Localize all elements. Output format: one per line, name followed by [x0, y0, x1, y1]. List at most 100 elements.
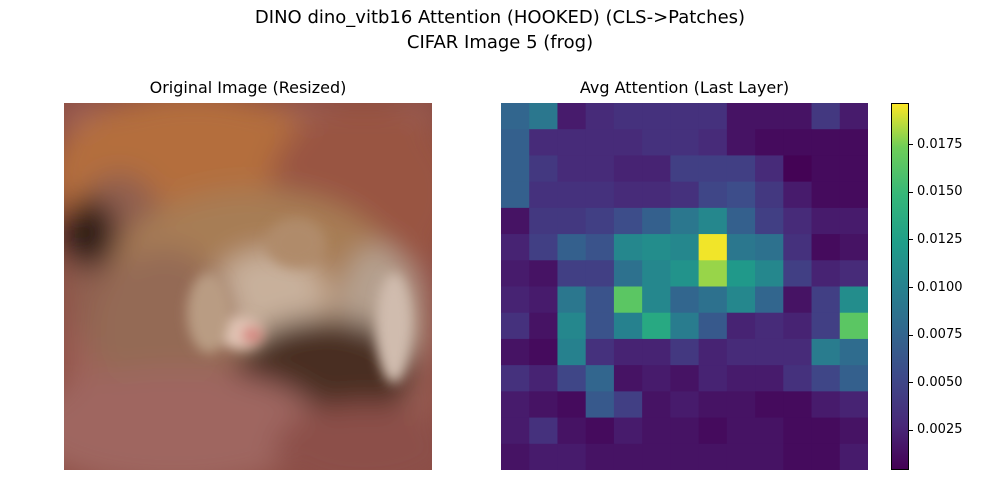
- heatmap-cell: [755, 155, 784, 183]
- heatmap-cell: [811, 103, 841, 130]
- heatmap-cell: [698, 181, 728, 209]
- heatmap-cell: [670, 129, 700, 157]
- heatmap-cell: [642, 103, 671, 130]
- heatmap-cell: [613, 103, 643, 130]
- heatmap-cell: [783, 129, 813, 157]
- heatmap-cell: [783, 417, 813, 445]
- heatmap-cell: [557, 103, 587, 130]
- heatmap-cell: [698, 312, 728, 340]
- heatmap-cell: [642, 312, 671, 340]
- heatmap-cell: [670, 103, 700, 130]
- heatmap-cell: [501, 391, 530, 419]
- heatmap-cell: [557, 338, 587, 366]
- heatmap-cell: [755, 312, 784, 340]
- heatmap-cell: [585, 234, 615, 261]
- heatmap-cell: [726, 365, 756, 392]
- heatmap-cell: [839, 417, 868, 445]
- heatmap-cell: [585, 103, 615, 130]
- heatmap-cell: [529, 260, 559, 288]
- heatmap-cell: [557, 365, 587, 392]
- heatmap-cell: [783, 103, 813, 130]
- colorbar-tick-label: 0.0050: [917, 374, 963, 390]
- colorbar-tick-label: 0.0150: [917, 184, 963, 200]
- heatmap-cell: [613, 391, 643, 419]
- colorbar-tick-label: 0.0100: [917, 279, 963, 295]
- colorbar-tick-mark: [909, 144, 913, 146]
- colorbar-tick-label: 0.0175: [917, 136, 963, 152]
- heatmap-cell: [501, 260, 530, 288]
- heatmap-cell: [670, 338, 700, 366]
- heatmap-cell: [839, 286, 868, 314]
- heatmap-cell: [501, 129, 530, 157]
- heatmap-cell: [755, 260, 784, 288]
- heatmap-cell: [698, 338, 728, 366]
- heatmap-cell: [783, 207, 813, 235]
- heatmap-cell: [557, 207, 587, 235]
- heatmap-cell: [755, 103, 784, 130]
- heatmap-cell: [811, 129, 841, 157]
- heatmap-cell: [670, 234, 700, 261]
- original-frog-image: [64, 103, 432, 470]
- heatmap-cell: [783, 338, 813, 366]
- heatmap-cell: [642, 155, 671, 183]
- colorbar-tick-label: 0.0075: [917, 327, 963, 342]
- heatmap-cell: [613, 312, 643, 340]
- heatmap-cell: [585, 443, 615, 470]
- heatmap-cell: [613, 286, 643, 314]
- heatmap-cell: [839, 103, 868, 130]
- heatmap-cell: [529, 129, 559, 157]
- heatmap-cell: [585, 129, 615, 157]
- heatmap-cell: [529, 234, 559, 261]
- heatmap-cell: [755, 338, 784, 366]
- heatmap-cell: [670, 260, 700, 288]
- heatmap-cell: [755, 365, 784, 392]
- heatmap-cell: [811, 417, 841, 445]
- heatmap-cell: [557, 260, 587, 288]
- heatmap-cell: [783, 365, 813, 392]
- heatmap-cell: [585, 207, 615, 235]
- heatmap-cell: [557, 417, 587, 445]
- heatmap-cell: [726, 155, 756, 183]
- heatmap-cell: [613, 207, 643, 235]
- heatmap-cell: [698, 260, 728, 288]
- heatmap-cell: [501, 155, 530, 183]
- heatmap-cell: [529, 181, 559, 209]
- colorbar-tick-mark: [909, 382, 913, 383]
- heatmap-cell: [726, 338, 756, 366]
- heatmap-cell: [529, 155, 559, 183]
- heatmap-cell: [501, 312, 530, 340]
- heatmap-cell: [529, 312, 559, 340]
- heatmap-cell: [613, 155, 643, 183]
- heatmap-cell: [501, 103, 530, 130]
- heatmap-cell: [642, 260, 671, 288]
- heatmap-cell: [557, 312, 587, 340]
- heatmap-cell: [698, 103, 728, 130]
- heatmap-cell: [726, 129, 756, 157]
- heatmap-cell: [839, 338, 868, 366]
- heatmap-cell: [529, 365, 559, 392]
- heatmap-cell: [811, 338, 841, 366]
- colorbar-tick-mark: [909, 429, 913, 431]
- heatmap-cell: [670, 286, 700, 314]
- heatmap-cell: [557, 286, 587, 314]
- heatmap-cell: [529, 338, 559, 366]
- heatmap-cell: [613, 417, 643, 445]
- heatmap-cell: [642, 391, 671, 419]
- heatmap-cell: [501, 181, 530, 209]
- heatmap-cell: [698, 129, 728, 157]
- heatmap-cell: [585, 312, 615, 340]
- heatmap-cell: [613, 181, 643, 209]
- heatmap-cell: [726, 417, 756, 445]
- heatmap-cell: [811, 260, 841, 288]
- heatmap-cell: [642, 286, 671, 314]
- heatmap-cell: [529, 417, 559, 445]
- heatmap-cell: [783, 286, 813, 314]
- heatmap-cell: [529, 103, 559, 130]
- heatmap-cell: [501, 207, 530, 235]
- heatmap-cell: [529, 207, 559, 235]
- figure-title-line2: CIFAR Image 5 (frog): [406, 32, 594, 53]
- heatmap-cell: [642, 417, 671, 445]
- heatmap-cell: [557, 391, 587, 419]
- heatmap-cell: [557, 181, 587, 209]
- heatmap-cell: [642, 443, 671, 470]
